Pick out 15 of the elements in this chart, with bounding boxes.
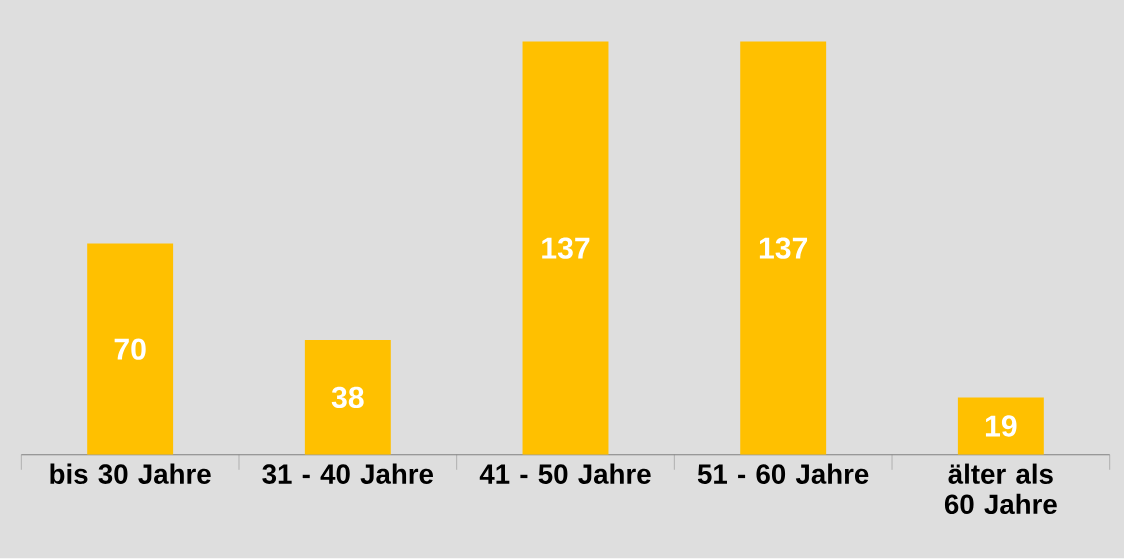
data-label: 70 — [114, 338, 146, 361]
bar — [522, 41, 609, 455]
x-tick-label: älter als 60 Jahre — [944, 463, 1057, 515]
bar — [740, 41, 827, 455]
x-tick-label: 31 - 40 Jahre — [262, 463, 433, 485]
x-tick-label: 41 - 50 Jahre — [479, 463, 651, 485]
data-label: 137 — [542, 237, 590, 260]
data-label: 137 — [759, 237, 808, 260]
data-label: 38 — [331, 386, 364, 409]
x-tick-label: 51 - 60 Jahre — [697, 463, 869, 485]
bar — [304, 340, 391, 455]
bar — [957, 397, 1044, 455]
x-tick-label: bis 30 Jahre — [50, 463, 211, 485]
bar — [87, 243, 174, 455]
data-label: 19 — [985, 415, 1017, 437]
